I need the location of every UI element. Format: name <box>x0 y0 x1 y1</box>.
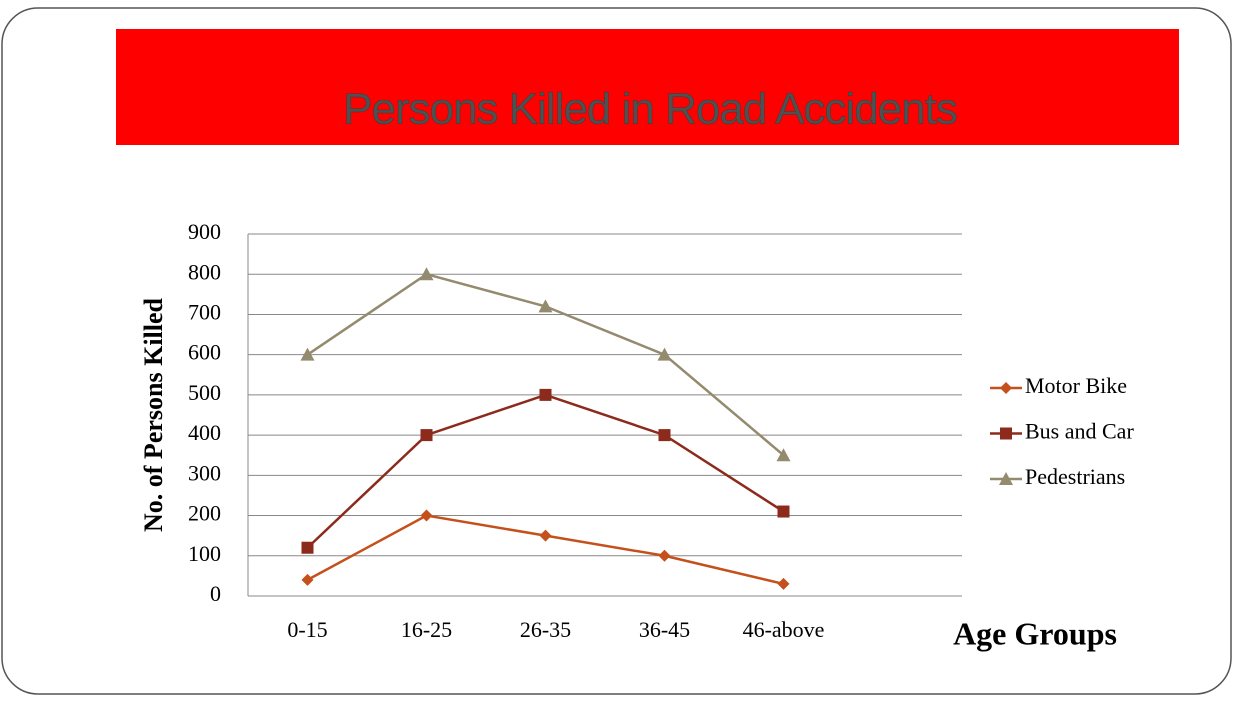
y-tick-label: 300 <box>188 460 221 485</box>
x-tick-label: 0-15 <box>287 617 327 642</box>
data-point <box>777 505 790 518</box>
data-point <box>419 267 434 281</box>
data-point <box>999 472 1013 485</box>
x-tick-label: 16-25 <box>401 617 452 642</box>
data-point <box>538 299 553 313</box>
data-point <box>420 429 433 442</box>
data-point <box>658 429 671 442</box>
data-point <box>657 347 672 361</box>
y-tick-label: 0 <box>210 581 221 606</box>
data-point <box>658 549 671 562</box>
data-point <box>539 388 552 401</box>
data-point <box>777 577 790 590</box>
data-point <box>1000 382 1012 394</box>
y-axis-label: No. of Persons Killed <box>139 297 168 532</box>
y-tick-label: 100 <box>188 541 221 566</box>
data-point <box>301 541 314 554</box>
title-banner <box>116 29 1179 145</box>
slide-frame <box>1 7 1232 695</box>
legend-label: Motor Bike <box>1025 373 1127 398</box>
x-tick-label: 26-35 <box>520 617 571 642</box>
data-point <box>420 509 433 522</box>
y-tick-label: 500 <box>188 380 221 405</box>
y-tick-label: 800 <box>188 259 221 284</box>
y-tick-label: 900 <box>188 219 221 244</box>
x-tick-label: 46-above <box>743 617 825 642</box>
y-tick-label: 600 <box>188 340 221 365</box>
y-tick-label: 400 <box>188 420 221 445</box>
data-point <box>300 347 315 361</box>
x-tick-label: 36-45 <box>639 617 690 642</box>
x-axis-label: Age Groups <box>953 615 1117 651</box>
data-point <box>539 529 552 542</box>
data-point <box>301 573 314 586</box>
legend-label: Bus and Car <box>1025 419 1134 444</box>
y-tick-label: 200 <box>188 501 221 526</box>
data-point <box>1000 427 1012 440</box>
chart-title: Persons Killed in Road Accidents <box>343 85 957 134</box>
legend-label: Pedestrians <box>1025 464 1125 489</box>
data-point <box>776 448 791 462</box>
y-tick-label: 700 <box>188 299 221 324</box>
